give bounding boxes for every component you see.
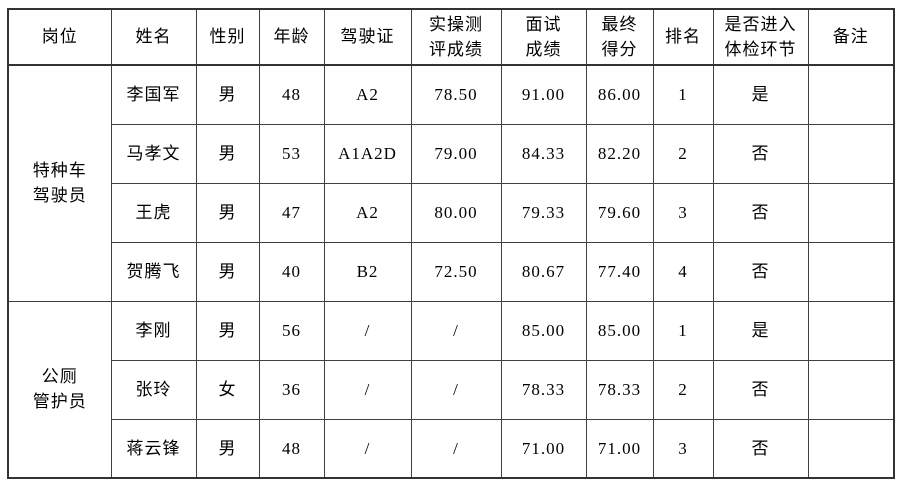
cell-interview-score: 71.00	[500, 418, 587, 479]
cell-age: 56	[258, 300, 325, 361]
cell-license: B2	[323, 241, 412, 302]
cell-practical-score: 80.00	[410, 182, 502, 243]
cell-remark	[807, 300, 895, 361]
cell-gender: 男	[195, 418, 260, 479]
cell-remark	[807, 359, 895, 420]
position-group-cell: 公厕 管护员	[7, 300, 112, 479]
header-row: 岗位 姓名 性别 年龄 驾驶证 实操测 评成绩 面试 成绩 最终 得分 排名 是…	[7, 8, 895, 66]
header-gender: 性别	[195, 8, 260, 66]
cell-gender: 男	[195, 300, 260, 361]
cell-practical-score: /	[410, 359, 502, 420]
cell-license: /	[323, 300, 412, 361]
header-physical-exam: 是否进入 体检环节	[712, 8, 809, 66]
header-license: 驾驶证	[323, 8, 412, 66]
header-age: 年龄	[258, 8, 325, 66]
header-name: 姓名	[110, 8, 197, 66]
cell-gender: 男	[195, 182, 260, 243]
cell-practical-score: /	[410, 300, 502, 361]
results-table: 岗位 姓名 性别 年龄 驾驶证 实操测 评成绩 面试 成绩 最终 得分 排名 是…	[7, 8, 895, 479]
cell-interview-score: 91.00	[500, 64, 587, 125]
cell-physical-exam: 是	[712, 300, 809, 361]
cell-gender: 女	[195, 359, 260, 420]
table-row: 马孝文 男 53 A1A2D 79.00 84.33 82.20 2 否	[8, 123, 895, 184]
cell-gender: 男	[195, 123, 260, 184]
cell-final-score: 77.40	[585, 241, 654, 302]
cell-interview-score: 85.00	[500, 300, 587, 361]
cell-remark	[807, 418, 895, 479]
cell-age: 48	[258, 64, 325, 125]
cell-remark	[807, 64, 895, 125]
cell-final-score: 82.20	[585, 123, 654, 184]
cell-rank: 2	[652, 123, 714, 184]
table-row: 蒋云锋 男 48 / / 71.00 71.00 3 否	[8, 418, 895, 479]
table-row: 王虎 男 47 A2 80.00 79.33 79.60 3 否	[8, 182, 895, 243]
cell-physical-exam: 否	[712, 418, 809, 479]
cell-gender: 男	[195, 64, 260, 125]
cell-name: 马孝文	[110, 123, 197, 184]
cell-rank: 2	[652, 359, 714, 420]
table-row: 特种车 驾驶员 李国军 男 48 A2 78.50 91.00 86.00 1 …	[7, 64, 895, 302]
cell-interview-score: 84.33	[500, 123, 587, 184]
cell-license: /	[323, 359, 412, 420]
cell-name: 张玲	[110, 359, 197, 420]
cell-interview-score: 79.33	[500, 182, 587, 243]
cell-physical-exam: 否	[712, 241, 809, 302]
cell-license: A2	[323, 64, 412, 125]
header-rank: 排名	[652, 8, 714, 66]
cell-license: A1A2D	[323, 123, 412, 184]
cell-practical-score: 72.50	[410, 241, 502, 302]
cell-age: 53	[258, 123, 325, 184]
cell-practical-score: /	[410, 418, 502, 479]
cell-interview-score: 80.67	[500, 241, 587, 302]
table-row: 贺腾飞 男 40 B2 72.50 80.67 77.40 4 否	[8, 241, 895, 302]
cell-final-score: 86.00	[585, 64, 654, 125]
cell-age: 47	[258, 182, 325, 243]
cell-physical-exam: 否	[712, 182, 809, 243]
cell-physical-exam: 否	[712, 123, 809, 184]
header-position: 岗位	[7, 8, 112, 66]
cell-gender: 男	[195, 241, 260, 302]
header-practical-score: 实操测 评成绩	[410, 8, 502, 66]
cell-remark	[807, 123, 895, 184]
cell-interview-score: 78.33	[500, 359, 587, 420]
cell-rank: 1	[652, 300, 714, 361]
cell-license: /	[323, 418, 412, 479]
cell-license: A2	[323, 182, 412, 243]
cell-practical-score: 79.00	[410, 123, 502, 184]
cell-name: 贺腾飞	[110, 241, 197, 302]
position-group-cell: 特种车 驾驶员	[7, 64, 112, 302]
cell-name: 李刚	[110, 300, 197, 361]
cell-rank: 3	[652, 182, 714, 243]
header-final-score: 最终 得分	[585, 8, 654, 66]
group-toilet-caretaker: 公厕 管护员 李刚 男 56 / / 85.00 85.00 1 是 张玲 女 …	[7, 300, 895, 479]
cell-rank: 1	[652, 64, 714, 125]
cell-final-score: 71.00	[585, 418, 654, 479]
cell-final-score: 85.00	[585, 300, 654, 361]
cell-practical-score: 78.50	[410, 64, 502, 125]
cell-physical-exam: 是	[712, 64, 809, 125]
cell-rank: 3	[652, 418, 714, 479]
cell-remark	[807, 182, 895, 243]
header-remark: 备注	[807, 8, 895, 66]
cell-age: 40	[258, 241, 325, 302]
cell-final-score: 79.60	[585, 182, 654, 243]
cell-age: 36	[258, 359, 325, 420]
cell-name: 李国军	[110, 64, 197, 125]
cell-name: 蒋云锋	[110, 418, 197, 479]
table-row: 张玲 女 36 / / 78.33 78.33 2 否	[8, 359, 895, 420]
group-special-vehicle-driver: 特种车 驾驶员 李国军 男 48 A2 78.50 91.00 86.00 1 …	[7, 64, 895, 302]
table-row: 公厕 管护员 李刚 男 56 / / 85.00 85.00 1 是	[7, 300, 895, 479]
cell-rank: 4	[652, 241, 714, 302]
cell-physical-exam: 否	[712, 359, 809, 420]
cell-remark	[807, 241, 895, 302]
cell-final-score: 78.33	[585, 359, 654, 420]
cell-age: 48	[258, 418, 325, 479]
cell-name: 王虎	[110, 182, 197, 243]
header-interview-score: 面试 成绩	[500, 8, 587, 66]
